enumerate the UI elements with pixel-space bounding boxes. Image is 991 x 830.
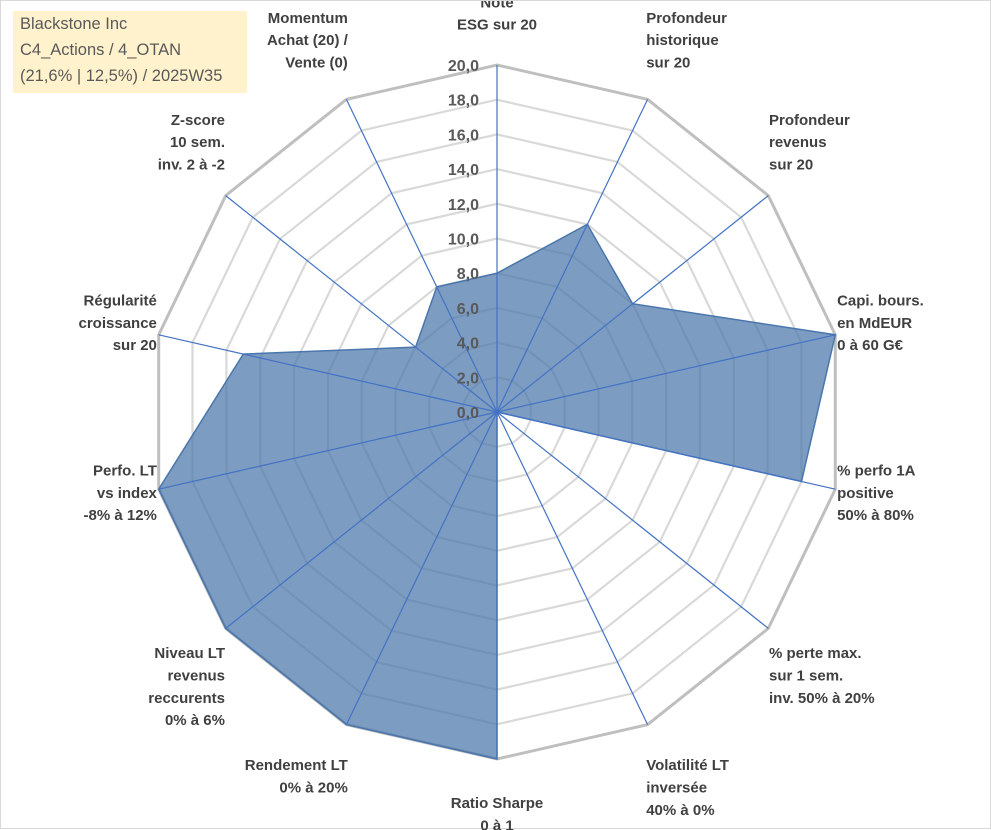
category-label-3: Capi. bours. en MdEUR 0 à 60 G€ [837,293,924,355]
category-label-line: -8% à 12% [84,507,157,524]
spoke-9 [225,411,498,629]
category-label-line: 0% à 6% [165,712,225,729]
category-label-line: Régularité [84,293,157,310]
category-label-line: positive [837,485,894,502]
category-label-line: 0% à 20% [279,780,347,797]
category-label-line: croissance [79,315,157,332]
category-label-line: en MdEUR [837,315,912,332]
category-label-line: historique [646,32,719,49]
spoke-4 [496,411,836,490]
category-label-11: Régularité croissance sur 20 [79,293,157,355]
category-label-5: % perte max. sur 1 sem. inv. 50% à 20% [769,645,875,707]
category-label-line: 10 sem. [170,134,225,151]
category-label-line: 50% à 80% [837,507,914,524]
category-label-line: % perte max. [769,645,862,662]
category-label-line: vs index [97,485,158,502]
category-label-line: Niveau LT [154,645,225,662]
category-label-line: inv. 50% à 20% [769,690,875,707]
radar-tick-labels: 0,0 2,0 4,0 6,0 8,0 10,0 12,0 14,0 16,0 18,0 20,0 [448,58,479,422]
category-label-line: reccurents [148,690,225,707]
chart-title-box: Blackstone Inc C4_Actions / 4_OTAN (21,6… [13,11,247,93]
category-label-line: ESG sur 20 [457,17,537,34]
spoke-11 [158,334,498,413]
category-label-line: Z-score [171,112,225,129]
spoke-3 [496,334,836,413]
category-label-line: sur 20 [769,157,813,174]
category-label-line: revenus [769,134,827,151]
category-label-line: sur 1 sem. [769,668,843,685]
category-label-line: inv. 2 à -2 [158,157,225,174]
radar-category-labels: Note ESG sur 20 Profondeur historique sur 20… [79,1,924,830]
category-label-line: revenus [167,668,225,685]
tick-label: 16,0 [448,127,479,144]
category-label-6: Volatilité LT inversée 40% à 0% [646,757,729,819]
category-label-line: 40% à 0% [646,802,714,819]
tick-label: 14,0 [448,162,479,179]
tick-label: 8,0 [457,266,479,283]
spoke-1 [496,99,649,413]
category-label-0: Note ESG sur 20 [457,1,537,34]
tick-label: 20,0 [448,58,479,75]
category-label-line: Rendement LT [245,757,348,774]
category-label-line: 0 à 1 [480,817,513,830]
title-category: C4_Actions / 4_OTAN [20,41,182,59]
spoke-6 [496,411,649,725]
category-label-line: Momentum [268,10,348,27]
tick-label: 2,0 [457,370,479,387]
category-label-line: sur 20 [646,55,690,72]
spoke-10 [158,411,498,490]
category-label-line: Perfo. LT [93,463,157,480]
category-label-7: Ratio Sharpe 0 à 1 [451,795,544,830]
category-label-line: Achat (20) / [267,32,349,49]
title-stats: (21,6% | 12,5%) / 2025W35 [20,67,223,85]
spoke-12 [225,195,498,413]
category-label-line: Vente (0) [285,55,348,72]
tick-label: 0,0 [457,405,479,422]
spoke-5 [496,411,769,629]
category-label-line: Profondeur [769,112,850,129]
tick-label: 10,0 [448,232,479,249]
category-label-line: Profondeur [646,10,727,27]
category-label-line: Ratio Sharpe [451,795,544,812]
category-label-line: sur 20 [113,337,157,354]
category-label-line: 0 à 60 G€ [837,337,904,354]
radar-spokes [158,65,836,759]
category-label-2: Profondeur revenus sur 20 [769,112,850,174]
category-label-4: % perfo 1A positive 50% à 80% [837,463,916,525]
spoke-13 [345,99,498,413]
spoke-8 [345,411,498,725]
category-label-10: Perfo. LT vs index -8% à 12% [84,463,158,525]
tick-label: 6,0 [457,301,479,318]
tick-label: 4,0 [457,336,479,353]
category-label-13: Momentum Achat (20) / Vente (0) [267,10,349,72]
category-label-line: % perfo 1A [837,463,916,480]
category-label-1: Profondeur historique sur 20 [646,10,727,72]
category-label-12: Z-score 10 sem. inv. 2 à -2 [158,112,225,174]
category-label-line: inversée [646,780,707,797]
tick-label: 18,0 [448,93,479,110]
category-label-line: Volatilité LT [646,757,729,774]
title-company: Blackstone Inc [20,15,128,33]
category-label-9: Niveau LT revenus reccurents 0% à 6% [148,645,225,729]
category-label-8: Rendement LT 0% à 20% [245,757,348,796]
spoke-2 [496,195,769,413]
category-label-line: Note [480,1,513,11]
category-label-line: Capi. bours. [837,293,924,310]
tick-label: 12,0 [448,197,479,214]
